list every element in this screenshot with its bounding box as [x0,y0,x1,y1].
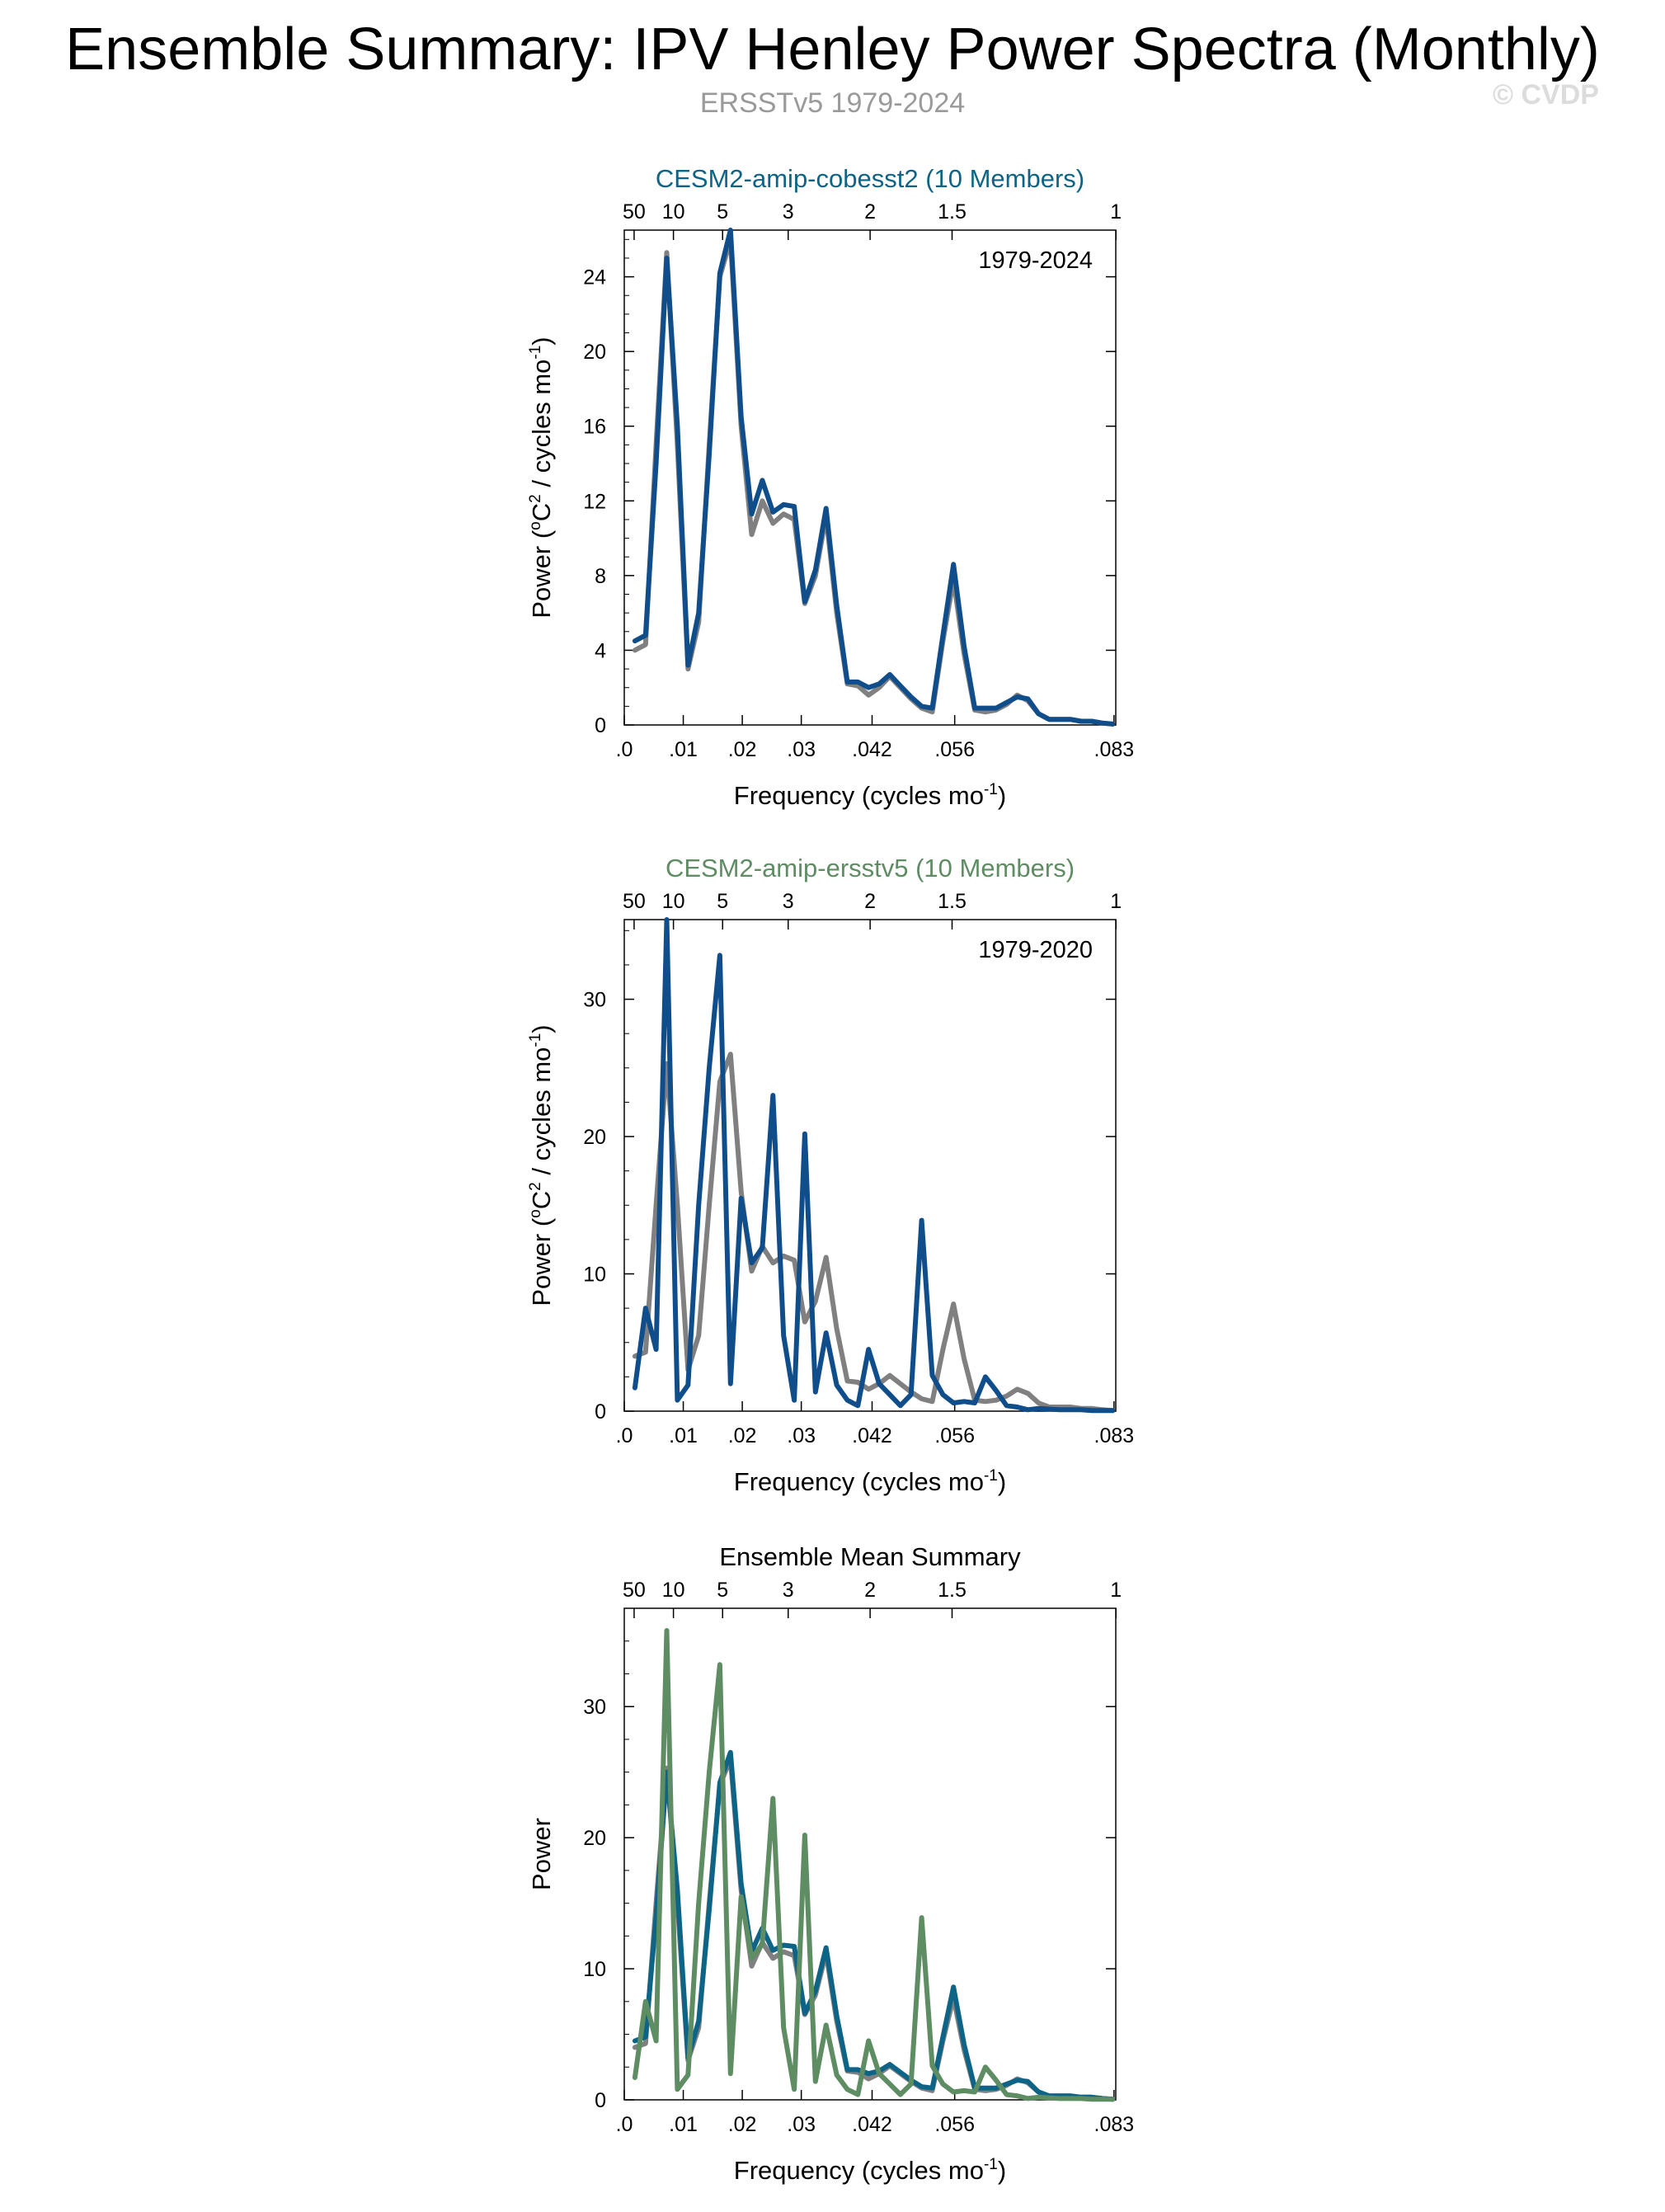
chart-ersstv5: CESM2-amip-ersstv5 (10 Members) 0 10 20 30 .0… [527,854,1134,1496]
x-tick-label: .03 [787,738,816,761]
period-tick-label: 50 [623,200,646,224]
period-tick-label: 1 [1110,200,1122,224]
y-tick-label: 30 [583,989,606,1012]
period-tick-label: 2 [864,200,876,224]
y-tick-label: 12 [583,490,606,513]
x-axis-label: Frequency (cycles mo-1) [734,1467,1006,1496]
plot-frame [623,229,1117,726]
y-axis-label: Power [527,1818,556,1890]
chart-title: CESM2-amip-cobesst2 (10 Members) [656,164,1084,193]
y-tick-label: 20 [583,341,606,364]
period-tick-label: 50 [623,1579,646,1602]
x-tick-label: .042 [852,738,892,761]
y-tick-label: 10 [583,1264,606,1287]
x-tick-label: .083 [1094,2113,1135,2136]
period-tick-label: 5 [717,890,728,913]
y-tick-label: 30 [583,1696,606,1719]
x-tick-label: .083 [1094,738,1135,761]
y-tick-label: 24 [583,266,606,289]
y-tick-label: 20 [583,1126,606,1149]
series-line-1 [632,1749,1116,2102]
x-tick-label: .0 [616,2113,633,2136]
period-tick-label: 10 [662,1579,685,1602]
y-tick-label: 4 [595,639,606,662]
period-tick-label: 2 [864,890,876,913]
period-tick-label: 3 [783,200,794,224]
page-subtitle: ERSSTv5 1979-2024 [699,87,966,119]
x-tick-label: .0 [616,738,633,761]
y-tick-label: 8 [595,565,606,588]
period-tick-label: 1.5 [938,890,967,913]
x-tick-label: .056 [934,2113,975,2136]
period-tick-label: 3 [783,1579,794,1602]
period-tick-label: 1.5 [938,1579,967,1602]
x-tick-label: .042 [852,2113,892,2136]
period-tick-label: 5 [717,1579,728,1602]
y-tick-label: 0 [595,714,606,737]
x-axis-label: Frequency (cycles mo-1) [734,2156,1006,2185]
series-line-1 [632,228,1116,727]
chart-title: CESM2-amip-ersstv5 (10 Members) [666,854,1075,882]
period-tick-label: 5 [717,200,728,224]
copyright-watermark: © CVDP [1493,79,1599,111]
y-tick-label: 0 [595,2089,606,2112]
x-tick-label: .0 [616,1424,633,1447]
period-label: 1979-2024 [978,247,1093,274]
period-tick-label: 1 [1110,890,1122,913]
period-tick-label: 1.5 [938,200,967,224]
period-tick-label: 1 [1110,1579,1122,1602]
series-line-1 [632,917,1116,1414]
x-tick-label: .01 [669,1424,698,1447]
period-tick-label: 3 [783,890,794,913]
page-title: Ensemble Summary: IPV Henley Power Spect… [65,16,1600,82]
period-tick-label: 2 [864,1579,876,1602]
y-tick-label: 16 [583,416,606,439]
x-axis-label: Frequency (cycles mo-1) [734,781,1006,810]
x-tick-label: .042 [852,1424,892,1447]
y-axis-label: Power (oC2 / cycles mo-1) [527,1024,556,1306]
period-tick-label: 10 [662,200,685,224]
x-tick-label: .02 [728,2113,757,2136]
period-tick-label: 50 [623,890,646,913]
y-tick-label: 0 [595,1400,606,1424]
x-tick-label: .083 [1094,1424,1135,1447]
x-tick-label: .02 [728,1424,757,1447]
x-tick-label: .03 [787,1424,816,1447]
y-axis-label: Power (oC2 / cycles mo-1) [527,337,556,618]
y-tick-label: 20 [583,1827,606,1850]
x-tick-label: .03 [787,2113,816,2136]
x-tick-label: .01 [669,738,698,761]
period-label: 1979-2020 [978,937,1093,963]
x-tick-label: .01 [669,2113,698,2136]
x-tick-label: .056 [934,738,975,761]
series-line-0 [632,1052,1116,1414]
x-tick-label: .056 [934,1424,975,1447]
chart-ensemble-mean: Ensemble Mean Summary 0 10 20 30 .0 .01 .02 .03.… [527,1542,1134,2185]
period-tick-label: 10 [662,890,685,913]
x-tick-label: .02 [728,738,757,761]
chart-cobesst2: CESM2-amip-cobesst2 (10 Members)04812162… [527,164,1134,810]
series-line-2 [632,1628,1116,2102]
y-tick-label: 10 [583,1958,606,1981]
chart-title: Ensemble Mean Summary [719,1542,1021,1571]
